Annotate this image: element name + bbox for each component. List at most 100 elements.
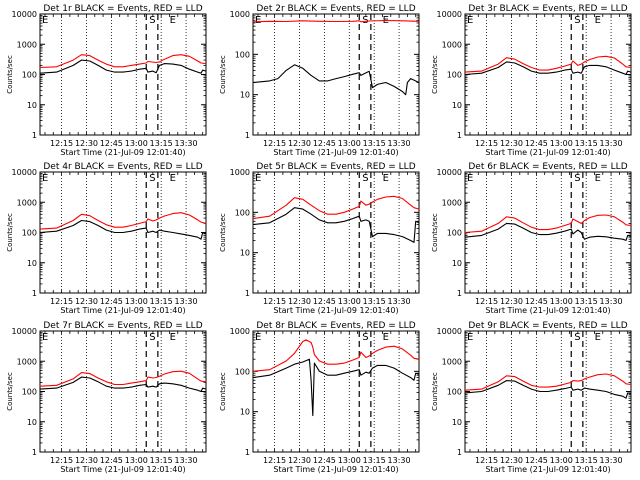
end-marker-label: E xyxy=(383,173,389,184)
chart-title: Det 2r BLACK = Events, RED = LLD xyxy=(256,4,415,14)
chart-panel-5: Det 5r BLACK = Events, RED = LLD 1 10 100 10… xyxy=(219,162,420,315)
y-tick-label: 10000 xyxy=(437,168,462,177)
start-marker-label: S xyxy=(362,332,368,343)
y-tick-label: 100 xyxy=(22,388,37,397)
x-tick-label: 13:00 xyxy=(338,139,361,148)
corner-marker-label: E xyxy=(42,332,48,343)
x-tick-label: 12:45 xyxy=(100,456,123,465)
x-tick-label: 12:30 xyxy=(75,456,98,465)
lld-series-line xyxy=(252,195,420,220)
x-tick-label: 12:45 xyxy=(100,139,123,148)
x-tick-label: 13:15 xyxy=(150,139,173,148)
y-tick-label: 1000 xyxy=(17,40,37,49)
x-tick-label: 12:45 xyxy=(313,456,336,465)
y-axis-label: Counts/sec xyxy=(6,213,14,252)
chart-title: Det 8r BLACK = Events, RED = LLD xyxy=(256,321,415,331)
x-tick-label: 12:30 xyxy=(75,297,98,306)
start-marker-label: S xyxy=(362,173,368,184)
x-tick-label: 13:00 xyxy=(550,139,573,148)
events-series-line xyxy=(252,358,420,417)
x-tick-label: 12:30 xyxy=(500,297,523,306)
chart-panel-1: Det 1r BLACK = Events, RED = LLD 1 10 100 10… xyxy=(6,4,207,157)
y-axis-label: Counts/sec xyxy=(6,55,14,94)
start-marker-label: S xyxy=(149,173,155,184)
x-axis-label: Start Time (21-Jul-09 12:01:40) xyxy=(60,306,185,315)
corner-marker-label: E xyxy=(42,173,48,184)
lld-series-line xyxy=(252,339,420,372)
chart-title: Det 5r BLACK = Events, RED = LLD xyxy=(256,162,415,172)
lld-series-line xyxy=(39,212,207,230)
y-axis-label: Counts/sec xyxy=(219,55,227,94)
chart-title: Det 6r BLACK = Events, RED = LLD xyxy=(468,162,627,172)
x-tick-label: 12:45 xyxy=(100,297,123,306)
x-tick-label: 12:30 xyxy=(500,139,523,148)
x-tick-label: 12:45 xyxy=(525,139,548,148)
y-tick-label: 100 xyxy=(235,50,250,59)
y-tick-label: 1 xyxy=(245,289,250,298)
x-tick-label: 13:15 xyxy=(575,297,598,306)
corner-marker-label: E xyxy=(467,15,473,26)
lld-series-line xyxy=(464,214,632,234)
x-tick-label: 12:30 xyxy=(288,139,311,148)
x-tick-label: 13:30 xyxy=(388,456,411,465)
lld-series-line xyxy=(252,19,420,23)
end-marker-label: E xyxy=(170,332,176,343)
y-tick-label: 10000 xyxy=(12,168,37,177)
x-tick-label: 12:15 xyxy=(475,456,498,465)
x-tick-label: 12:15 xyxy=(50,297,73,306)
x-tick-label: 12:45 xyxy=(313,139,336,148)
y-tick-label: 10 xyxy=(240,91,250,100)
events-series-line xyxy=(464,380,632,399)
x-tick-label: 12:45 xyxy=(525,456,548,465)
chart-panel-9: Det 9r BLACK = Events, RED = LLD 1 10 100 10… xyxy=(431,321,632,474)
chart-panel-7: Det 7r BLACK = Events, RED = LLD 1 10 100 10… xyxy=(6,321,207,474)
y-tick-label: 1 xyxy=(245,131,250,140)
end-marker-label: E xyxy=(383,332,389,343)
x-tick-label: 13:30 xyxy=(175,297,198,306)
y-tick-label: 100 xyxy=(447,229,462,238)
x-tick-label: 13:00 xyxy=(338,456,361,465)
events-series-line xyxy=(464,222,632,241)
lld-series-line xyxy=(39,54,207,69)
chart-title: Det 9r BLACK = Events, RED = LLD xyxy=(468,321,627,331)
corner-marker-label: E xyxy=(42,15,48,26)
y-tick-label: 1000 xyxy=(442,357,462,366)
y-tick-label: 10 xyxy=(27,259,37,268)
events-series-line xyxy=(252,207,420,243)
x-tick-label: 12:15 xyxy=(263,297,286,306)
end-marker-label: E xyxy=(595,332,601,343)
x-tick-label: 13:00 xyxy=(125,456,148,465)
x-tick-label: 12:45 xyxy=(525,297,548,306)
y-tick-label: 100 xyxy=(235,367,250,376)
chart-title: Det 1r BLACK = Events, RED = LLD xyxy=(43,4,202,14)
end-marker-label: E xyxy=(595,173,601,184)
x-tick-label: 13:30 xyxy=(600,456,623,465)
plot-frame xyxy=(252,171,420,294)
y-tick-label: 10 xyxy=(240,408,250,417)
corner-marker-label: E xyxy=(467,173,473,184)
y-tick-label: 1000 xyxy=(17,198,37,207)
x-tick-label: 13:00 xyxy=(338,297,361,306)
y-tick-label: 1000 xyxy=(230,327,250,336)
y-tick-label: 1000 xyxy=(230,168,250,177)
chart-panel-3: Det 3r BLACK = Events, RED = LLD 1 10 100 10… xyxy=(431,4,632,157)
x-tick-label: 12:15 xyxy=(475,139,498,148)
x-tick-label: 13:15 xyxy=(150,456,173,465)
y-tick-label: 100 xyxy=(447,388,462,397)
lld-series-line xyxy=(39,370,207,387)
plot-frame xyxy=(39,330,207,453)
y-axis-label: Counts/sec xyxy=(431,55,439,94)
chart-panel-4: Det 4r BLACK = Events, RED = LLD 1 10 100 10… xyxy=(6,162,207,315)
y-tick-label: 10 xyxy=(452,259,462,268)
x-tick-label: 13:15 xyxy=(575,456,598,465)
x-tick-label: 13:30 xyxy=(388,139,411,148)
x-axis-label: Start Time (21-Jul-09 12:01:40) xyxy=(485,465,610,474)
events-series-line xyxy=(39,59,207,74)
plot-frame xyxy=(252,13,420,136)
corner-marker-label: E xyxy=(255,15,261,26)
x-tick-label: 13:15 xyxy=(363,139,386,148)
x-tick-label: 13:00 xyxy=(550,456,573,465)
y-tick-label: 1 xyxy=(32,131,37,140)
x-tick-label: 13:30 xyxy=(175,139,198,148)
